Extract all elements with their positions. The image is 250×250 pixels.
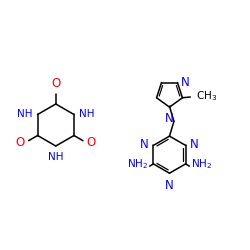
Text: O: O: [16, 136, 25, 149]
Text: NH: NH: [17, 109, 33, 119]
Text: NH: NH: [48, 152, 64, 162]
Text: N: N: [165, 112, 174, 124]
Text: NH$_2$: NH$_2$: [127, 157, 148, 171]
Text: N: N: [140, 138, 149, 151]
Text: O: O: [51, 78, 60, 90]
Text: CH$_3$: CH$_3$: [196, 90, 217, 104]
Text: N: N: [165, 179, 174, 192]
Text: N: N: [181, 76, 190, 88]
Text: O: O: [87, 136, 96, 149]
Text: NH: NH: [79, 109, 94, 119]
Text: NH$_2$: NH$_2$: [191, 157, 212, 171]
Text: N: N: [190, 138, 199, 151]
